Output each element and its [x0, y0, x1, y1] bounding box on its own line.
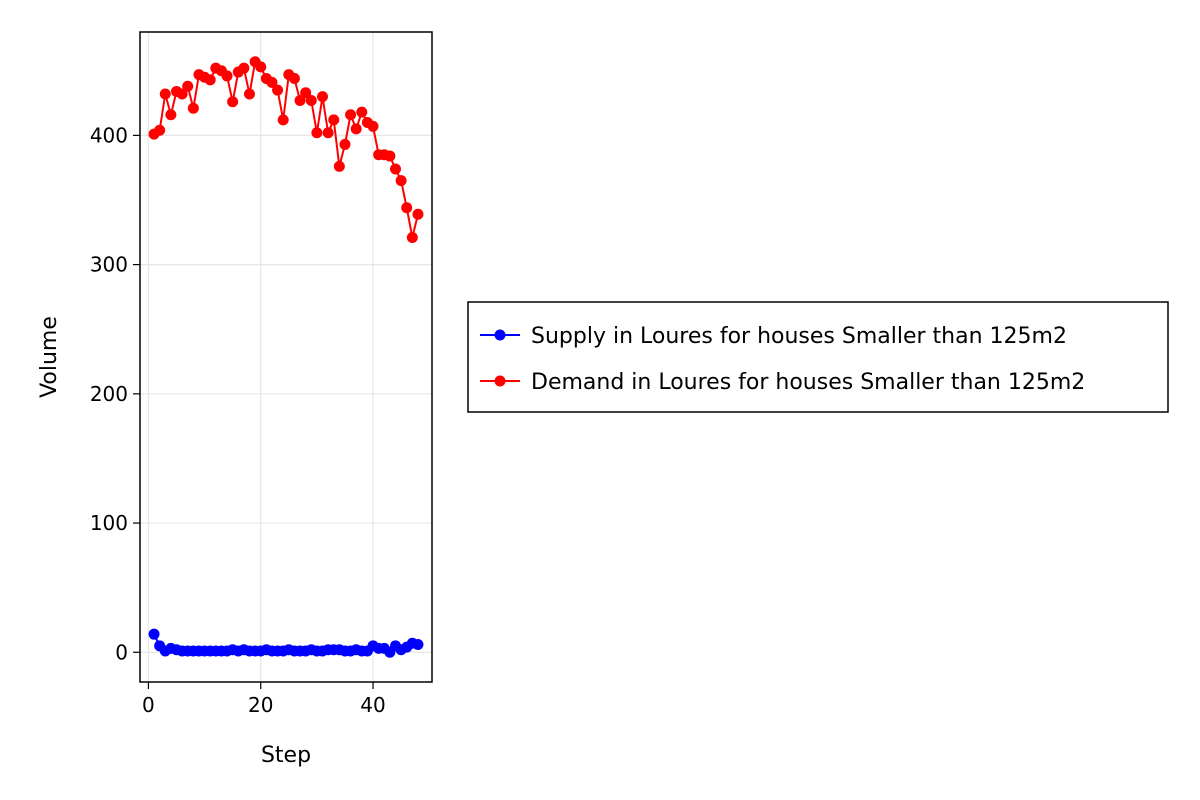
data-point: [204, 74, 216, 86]
legend-label: Demand in Loures for houses Smaller than…: [531, 370, 1085, 395]
data-point: [356, 106, 368, 118]
data-point: [317, 91, 328, 103]
data-point: [294, 94, 306, 106]
legend-box: [467, 301, 1169, 413]
legend-label: Supply in Loures for houses Smaller than…: [531, 324, 1067, 349]
data-point: [244, 88, 255, 100]
y-tick-label: 0: [115, 640, 128, 664]
x-axis-label: Step: [261, 743, 311, 768]
plot-frame: [139, 31, 433, 683]
data-point: [154, 124, 166, 136]
data-point: [384, 150, 396, 162]
y-axis-label: Volume: [37, 316, 62, 398]
data-point: [412, 208, 424, 220]
series-1: [148, 56, 424, 243]
data-point: [350, 123, 362, 135]
y-tick-label: 200: [90, 382, 128, 406]
data-point: [165, 109, 177, 121]
y-tick-label: 400: [90, 123, 128, 147]
data-point: [176, 88, 188, 100]
data-point: [305, 94, 317, 106]
data-point: [266, 76, 278, 88]
data-point: [221, 70, 233, 82]
data-point: [390, 163, 401, 175]
legend-item: Demand in Loures for houses Smaller than…: [480, 370, 1085, 395]
legend-item: Supply in Loures for houses Smaller than…: [480, 324, 1067, 349]
data-point: [322, 127, 334, 139]
series-0: [148, 628, 424, 658]
data-point: [328, 114, 340, 126]
data-point: [159, 88, 171, 100]
data-point: [238, 62, 250, 74]
data-point: [255, 61, 267, 73]
data-point: [187, 102, 199, 114]
data-point: [367, 120, 379, 132]
data-point: [300, 87, 312, 99]
y-tick-label: 300: [90, 253, 128, 277]
data-point: [227, 96, 239, 108]
data-point: [148, 628, 160, 640]
data-point: [345, 109, 357, 121]
legend-marker: [494, 329, 506, 341]
data-point: [406, 231, 418, 243]
grid-lines: [140, 32, 432, 682]
data-point: [311, 127, 323, 139]
x-tick-label: 40: [360, 693, 385, 717]
data-point: [277, 114, 289, 126]
data-point: [339, 138, 351, 150]
y-tick-label: 100: [90, 511, 128, 535]
data-point: [333, 160, 345, 172]
data-point: [272, 84, 284, 96]
x-tick-label: 0: [142, 693, 155, 717]
legend: Supply in Loures for houses Smaller than…: [467, 301, 1169, 413]
series-layer: [148, 56, 424, 658]
data-point: [288, 73, 300, 85]
data-point: [401, 202, 413, 214]
x-tick-label: 20: [248, 693, 273, 717]
legend-marker: [494, 375, 506, 387]
data-point: [182, 80, 194, 92]
data-point: [412, 639, 424, 651]
data-point: [395, 175, 407, 187]
